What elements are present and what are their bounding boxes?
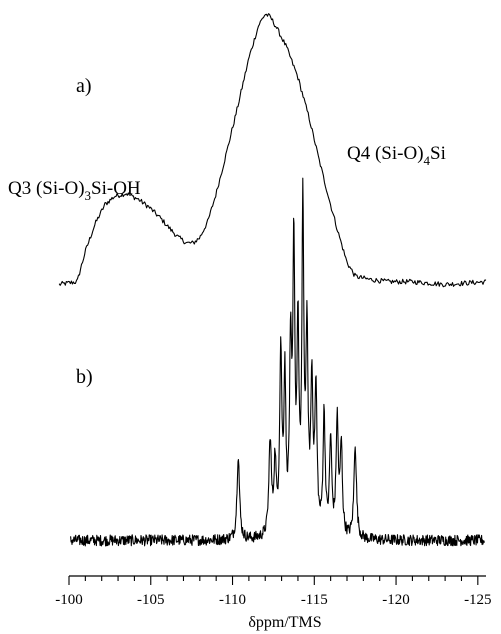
- x-tick-label: -115: [301, 592, 328, 608]
- x-axis-title: δppm/TMS: [248, 614, 321, 631]
- q4-label-tail: Si: [430, 143, 446, 164]
- q4-label-subscript: 4: [424, 153, 431, 168]
- panel-b-label: b): [76, 366, 93, 388]
- q4-label-main: Q4 (Si-O): [347, 143, 424, 164]
- spectrum-b: [70, 177, 485, 547]
- spectrum-a-line: [58, 13, 487, 288]
- x-axis-ticks: -100 -105 -110 -115 -120 -125: [55, 576, 492, 608]
- x-tick-label: -120: [382, 592, 410, 608]
- q4-peak-label: Q4 (Si-O)4Si: [347, 143, 446, 168]
- x-tick-label: -125: [464, 592, 492, 608]
- x-tick-label: -105: [137, 592, 165, 608]
- q3-label-main: Q3 (Si-O): [8, 178, 85, 199]
- panel-a-label: a): [76, 75, 92, 97]
- q3-label-subscript: 3: [85, 188, 92, 203]
- x-axis: -100 -105 -110 -115 -120 -125 δppm/TMS: [55, 575, 492, 631]
- q3-peak-label: Q3 (Si-O)3Si-OH: [8, 178, 141, 203]
- spectrum-b-line: [70, 177, 485, 547]
- x-tick-label: -100: [55, 592, 83, 608]
- x-tick-label: -110: [219, 592, 246, 608]
- q3-label-tail: Si-OH: [91, 178, 141, 199]
- spectrum-a: [58, 13, 487, 288]
